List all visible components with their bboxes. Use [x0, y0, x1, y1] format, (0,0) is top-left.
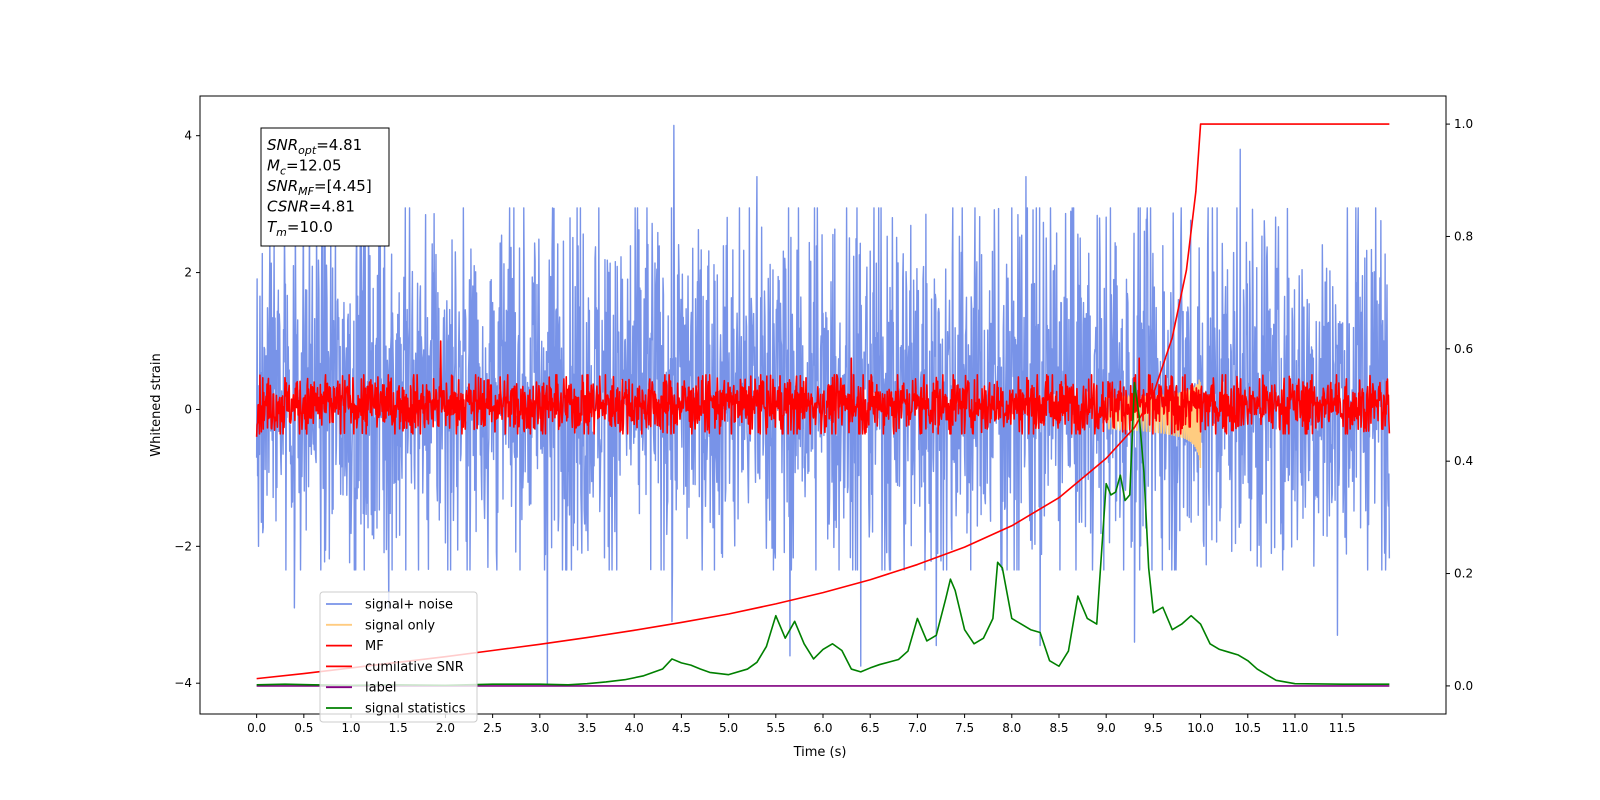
- annotation-box: SNRopt=4.81Mc=12.05SNRMF=[4.45]CSNR=4.81…: [260, 127, 390, 247]
- y-tick-label-right: 1.0: [1454, 117, 1473, 131]
- x-tick-label: 6.0: [813, 721, 832, 735]
- y-axis-left: −4 −2 0 2 4: [174, 129, 200, 690]
- y-tick-label-right: 0.4: [1454, 454, 1473, 468]
- legend-item: cumilative SNR: [326, 660, 464, 675]
- y-tick-label-right: 0.2: [1454, 567, 1473, 581]
- x-tick-label: 10.0: [1187, 721, 1214, 735]
- y-tick-label-right: 0.0: [1454, 679, 1473, 693]
- series-line: [256, 381, 1390, 687]
- x-axis-label: Time (s): [793, 745, 847, 760]
- y-tick-label-left: −4: [174, 676, 192, 690]
- series-mf: [255, 340, 1391, 437]
- y-tick-label-left: 4: [184, 129, 192, 143]
- x-tick-label: 3.0: [530, 721, 549, 735]
- series-line: [255, 340, 1391, 437]
- x-tick-label: 4.0: [625, 721, 644, 735]
- x-tick-label: 1.5: [389, 721, 408, 735]
- x-tick-label: 5.5: [766, 721, 785, 735]
- x-tick-label: 4.5: [672, 721, 691, 735]
- legend-item: MF: [326, 639, 384, 654]
- x-tick-label: 5.0: [719, 721, 738, 735]
- y-tick-label-left: 0: [184, 402, 192, 416]
- series-signal-statistics: [256, 381, 1390, 687]
- x-tick-label: 2.0: [436, 721, 455, 735]
- y-axis-label-left: Whitened strain: [149, 353, 164, 456]
- series-line: [255, 124, 1391, 684]
- legend-label: cumilative SNR: [365, 660, 464, 675]
- annotation-line: CSNR=4.81: [267, 198, 355, 216]
- y-tick-label-right: 0.8: [1454, 229, 1473, 243]
- x-tick-label: 11.0: [1282, 721, 1309, 735]
- legend-item: signal+ noise: [326, 598, 453, 613]
- x-tick-label: 3.5: [577, 721, 596, 735]
- legend-item: signal only: [326, 618, 435, 633]
- legend-label: signal statistics: [365, 702, 466, 717]
- annotation-line: SNRopt=4.81: [267, 136, 362, 157]
- x-axis: 0.0 0.5 1.0 1.5 2.0 2.5 3.0 3.5 4.0 4.5 5.0 5.5 6.0 6…: [247, 714, 1356, 735]
- y-tick-label-left: 2: [184, 266, 192, 280]
- legend-label: label: [365, 681, 396, 696]
- legend: signal+ noise signal only MF cumilative SNR…: [319, 591, 478, 723]
- x-tick-label: 6.5: [861, 721, 880, 735]
- legend-item: label: [326, 681, 396, 696]
- annotation-line: Mc=12.05: [267, 157, 342, 178]
- annotation-line: SNRMF=[4.45]: [267, 177, 372, 198]
- y-tick-label-left: −2: [174, 539, 192, 553]
- series-signal-noise: [255, 124, 1391, 684]
- x-tick-label: 7.5: [955, 721, 974, 735]
- x-tick-label: 9.5: [1144, 721, 1163, 735]
- legend-label: MF: [365, 639, 384, 654]
- x-tick-label: 0.0: [247, 721, 266, 735]
- legend-item: signal statistics: [326, 702, 466, 717]
- legend-label: signal only: [365, 618, 435, 633]
- x-tick-label: 9.0: [1097, 721, 1116, 735]
- x-tick-label: 10.5: [1234, 721, 1261, 735]
- x-tick-label: 8.5: [1049, 721, 1068, 735]
- x-tick-label: 7.0: [908, 721, 927, 735]
- y-axis-right: 0.0 0.2 0.4 0.6 0.8 1.0: [1446, 117, 1473, 693]
- x-tick-label: 11.5: [1329, 721, 1356, 735]
- annotation-frame: [260, 127, 390, 247]
- x-tick-label: 1.0: [341, 721, 360, 735]
- legend-label: signal+ noise: [365, 598, 453, 613]
- y-tick-label-right: 0.6: [1454, 342, 1473, 356]
- x-tick-label: 8.0: [1002, 721, 1021, 735]
- x-tick-label: 0.5: [294, 721, 313, 735]
- annotation-line: Tm=10.0: [267, 218, 333, 239]
- legend-frame: [319, 591, 478, 723]
- x-tick-label: 2.5: [483, 721, 502, 735]
